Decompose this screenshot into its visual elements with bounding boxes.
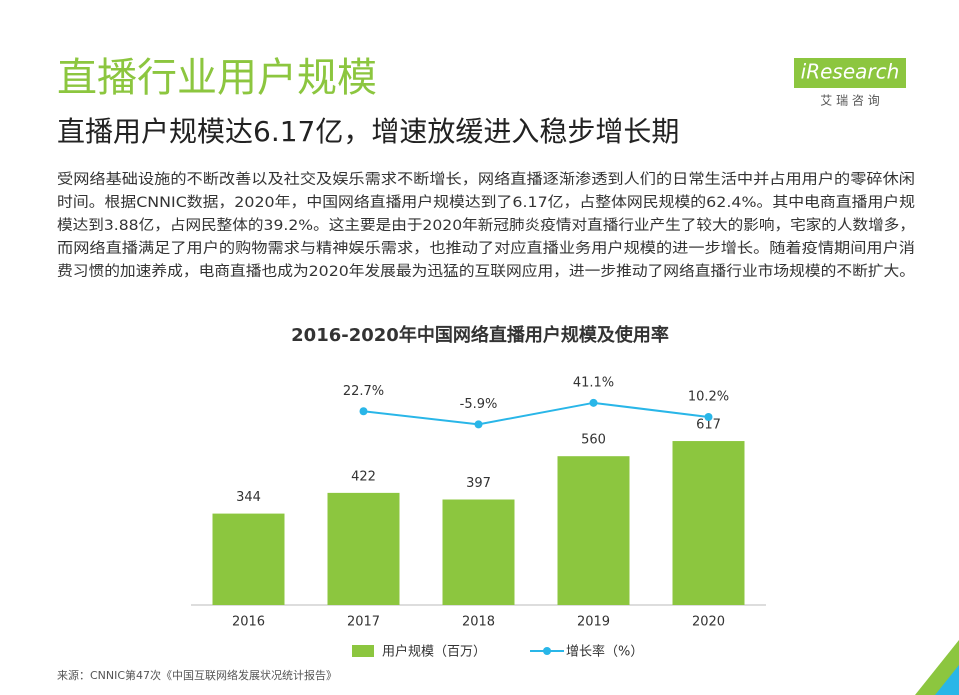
line-label: 41.1% xyxy=(573,375,614,390)
x-tick-label: 2019 xyxy=(577,615,610,630)
x-tick-label: 2018 xyxy=(462,615,495,630)
x-tick-label: 2016 xyxy=(232,615,265,630)
page-title: 直播行业用户规模 xyxy=(57,55,377,101)
source: 来源：CNNIC第47次《中国互联网络发展状况统计报告》 xyxy=(57,668,337,682)
line xyxy=(363,401,709,426)
line-marker xyxy=(474,420,483,429)
body-text: 受网络基础设施的不断改善以及社交及娱乐需求不断增长，网络直播逐渐渗透到人们的日常… xyxy=(57,170,915,280)
bar xyxy=(557,456,630,605)
line-label: 22.7% xyxy=(343,384,384,399)
bar-label: 560 xyxy=(581,433,606,448)
bar xyxy=(212,513,285,605)
body-line: 而网络直播满足了用户的购物需求与精神娱乐需求，也推动了对应直播业务用户规模的进一… xyxy=(57,239,915,257)
bar-label: 397 xyxy=(466,476,491,491)
chart-title: 2016-2020年中国网络直播用户规模及使用率 xyxy=(291,324,669,346)
line-marker xyxy=(704,412,713,421)
body-line: 受网络基础设施的不断改善以及社交及娱乐需求不断增长，网络直播逐渐渗透到人们的日常… xyxy=(57,170,915,188)
legend-swatch xyxy=(543,647,552,655)
x-tick-label: 2017 xyxy=(347,615,380,630)
legend-label: 增长率（%） xyxy=(566,644,643,660)
legend-swatch xyxy=(352,645,374,657)
bar-label: 422 xyxy=(351,469,376,484)
body-line: 时间。根据CNNIC数据，2020年，中国网络直播用户规模达到了6.17亿，占整… xyxy=(57,194,915,211)
bar xyxy=(672,441,745,605)
logo-name: iResearch xyxy=(801,60,900,84)
line-marker xyxy=(359,407,368,416)
bar-label: 617 xyxy=(696,418,721,433)
corner-deco xyxy=(935,665,959,695)
page-subtitle: 直播用户规模达6.17亿，增速放缓进入稳步增长期 xyxy=(57,115,679,148)
line-label: -5.9% xyxy=(460,397,498,412)
line-label: 10.2% xyxy=(688,389,729,404)
legend-label: 用户规模（百万） xyxy=(382,644,486,660)
logo-cn: 艾 瑞 咨 询 xyxy=(820,93,879,108)
bar xyxy=(327,492,400,605)
bar-label: 344 xyxy=(236,490,261,505)
bar xyxy=(442,499,515,605)
logo-box xyxy=(794,58,906,88)
body-line: 模达到3.88亿，占网民整体的39.2%。这主要是由于2020年新冠肺炎疫情对直… xyxy=(57,216,915,234)
body-line: 费习惯的加速养成，电商直播也成为2020年发展最为迅猛的互联网应用，进一步推动了… xyxy=(57,262,915,280)
x-tick-label: 2020 xyxy=(692,615,725,630)
line-marker xyxy=(589,398,598,407)
